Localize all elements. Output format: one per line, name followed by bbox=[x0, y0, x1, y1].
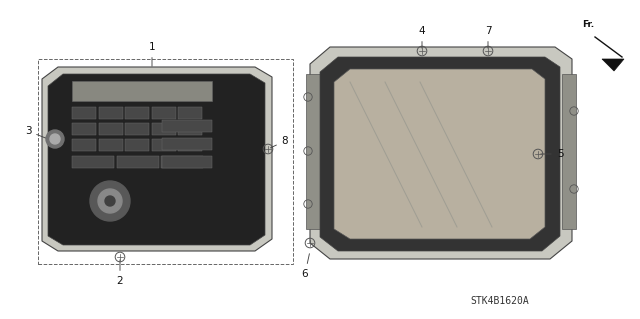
Bar bbox=[38, 59, 293, 264]
Bar bbox=[99, 107, 122, 119]
Polygon shape bbox=[42, 67, 272, 251]
Polygon shape bbox=[310, 47, 572, 259]
Bar bbox=[72, 107, 96, 119]
Polygon shape bbox=[602, 59, 624, 71]
Polygon shape bbox=[334, 69, 545, 239]
Bar bbox=[178, 123, 202, 135]
Bar bbox=[72, 123, 96, 135]
Text: 1: 1 bbox=[148, 42, 156, 66]
Bar bbox=[72, 139, 96, 151]
Text: STK4B1620A: STK4B1620A bbox=[470, 296, 529, 306]
Bar bbox=[161, 156, 203, 168]
Bar bbox=[116, 156, 159, 168]
Polygon shape bbox=[48, 74, 265, 245]
Bar bbox=[162, 138, 212, 150]
Polygon shape bbox=[306, 74, 322, 229]
Circle shape bbox=[50, 134, 60, 144]
Text: 5: 5 bbox=[541, 149, 563, 159]
Bar bbox=[162, 120, 212, 132]
Bar bbox=[152, 139, 175, 151]
Text: 3: 3 bbox=[25, 126, 45, 138]
Circle shape bbox=[105, 196, 115, 206]
Text: 6: 6 bbox=[301, 254, 309, 279]
Text: 7: 7 bbox=[484, 26, 492, 48]
Polygon shape bbox=[562, 74, 576, 229]
Bar bbox=[125, 139, 149, 151]
Bar bbox=[125, 107, 149, 119]
Circle shape bbox=[98, 189, 122, 213]
Bar bbox=[72, 81, 212, 101]
Text: Fr.: Fr. bbox=[582, 20, 594, 29]
Bar bbox=[72, 156, 114, 168]
Bar bbox=[178, 139, 202, 151]
Bar bbox=[162, 156, 212, 168]
Polygon shape bbox=[320, 57, 560, 251]
Bar bbox=[152, 107, 175, 119]
Text: 2: 2 bbox=[116, 260, 124, 286]
Bar bbox=[125, 123, 149, 135]
Text: 8: 8 bbox=[271, 136, 288, 148]
Bar bbox=[152, 123, 175, 135]
Circle shape bbox=[90, 181, 130, 221]
Bar bbox=[99, 139, 122, 151]
Bar bbox=[178, 107, 202, 119]
Circle shape bbox=[46, 130, 64, 148]
Bar bbox=[99, 123, 122, 135]
Text: 4: 4 bbox=[419, 26, 426, 48]
